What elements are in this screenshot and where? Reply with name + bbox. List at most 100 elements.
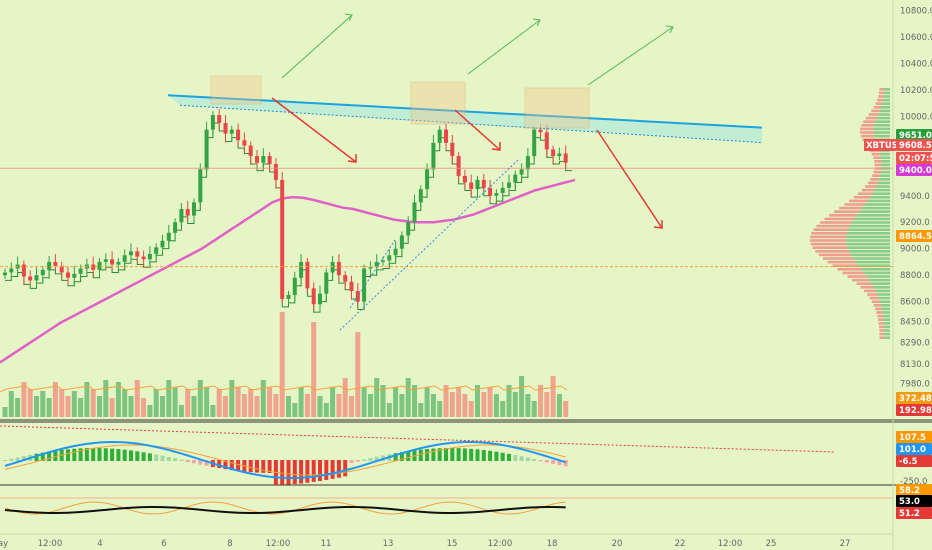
candle-body bbox=[3, 272, 7, 276]
candle-body bbox=[450, 142, 455, 157]
volume-bar bbox=[367, 394, 373, 417]
candle-body bbox=[418, 189, 423, 203]
candle-body bbox=[34, 275, 39, 281]
macd-badge-bg bbox=[896, 431, 932, 443]
volume-bar bbox=[21, 382, 27, 417]
volume-bar bbox=[279, 312, 285, 417]
macd-histogram-bar bbox=[318, 460, 322, 481]
volume-profile-bar bbox=[871, 300, 881, 303]
volume-profile-bar bbox=[884, 329, 890, 332]
oscillator-badge: 53.0 bbox=[899, 497, 920, 507]
time-tick-label: 12:00 bbox=[718, 539, 743, 549]
volume-bar bbox=[103, 380, 109, 417]
volume-profile-bar bbox=[851, 221, 890, 224]
volume-bar bbox=[27, 389, 33, 417]
volume-bar bbox=[512, 392, 518, 417]
price-tick-label: 8800.0 bbox=[900, 271, 930, 281]
price-tick-label: 9400.0 bbox=[900, 192, 930, 202]
volume-bar bbox=[292, 403, 298, 417]
volume-bar bbox=[531, 401, 537, 417]
macd-histogram-bar bbox=[551, 460, 556, 464]
volume-bar bbox=[204, 387, 210, 417]
volume-profile-bar bbox=[873, 127, 890, 131]
volume-profile-bar bbox=[881, 106, 890, 109]
candle-body bbox=[286, 294, 291, 299]
macd-line bbox=[4, 441, 567, 479]
volume-profile-bar bbox=[849, 224, 890, 228]
macd-histogram-bar bbox=[173, 458, 178, 461]
volume-badge: 192.987M bbox=[899, 406, 932, 416]
volume-profile-bar bbox=[829, 214, 857, 217]
candle-body bbox=[519, 169, 524, 175]
macd-tick-label: -250.0 bbox=[900, 477, 927, 487]
macd-histogram-bar bbox=[462, 448, 467, 461]
time-tick-label: ay bbox=[0, 539, 8, 549]
price-tick-label: 8600.0 bbox=[900, 298, 930, 308]
macd-histogram-bar bbox=[500, 452, 505, 461]
macd-signal-line bbox=[4, 444, 566, 476]
volume-bar bbox=[405, 378, 411, 417]
volume-profile-bar bbox=[810, 242, 847, 246]
candle-body bbox=[198, 169, 203, 203]
volume-profile-bar bbox=[881, 163, 890, 167]
macd-histogram-bar bbox=[34, 453, 39, 461]
volume-bar bbox=[2, 407, 8, 417]
volume-profile-bar bbox=[875, 307, 882, 311]
macd-histogram-bar bbox=[305, 460, 310, 483]
volume-profile-bar bbox=[861, 188, 875, 192]
time-tick-label: 15 bbox=[447, 539, 458, 549]
arrow-head bbox=[347, 154, 357, 163]
macd-histogram-bar bbox=[110, 448, 115, 461]
volume-profile-bar bbox=[856, 282, 872, 285]
volume-bar bbox=[538, 385, 543, 417]
volume-profile-bar bbox=[837, 268, 862, 271]
candle-body bbox=[166, 232, 171, 241]
volume-profile-bar bbox=[846, 232, 890, 235]
volume-bar bbox=[115, 382, 121, 417]
macd-histogram-bar bbox=[425, 448, 430, 461]
volume-profile-bar bbox=[861, 124, 875, 127]
projection-arrow-up bbox=[467, 19, 541, 75]
volume-profile-bar bbox=[863, 120, 876, 123]
candle-body bbox=[349, 281, 354, 292]
volume-profile-bar bbox=[868, 113, 879, 116]
volume-bar bbox=[90, 389, 96, 417]
volume-bar bbox=[336, 394, 342, 417]
candle-body bbox=[355, 291, 360, 302]
macd-histogram-bar bbox=[368, 458, 373, 461]
volume-profile-bar bbox=[855, 260, 890, 264]
volume-profile-bar bbox=[879, 88, 885, 91]
candle-body bbox=[374, 261, 379, 268]
volume-bar bbox=[500, 401, 506, 417]
volume-profile-bar bbox=[844, 203, 865, 206]
macd-histogram-bar bbox=[532, 458, 537, 461]
candle-body bbox=[557, 153, 562, 157]
macd-histogram-bar bbox=[72, 448, 77, 461]
candle-body bbox=[47, 261, 52, 270]
volume-bar bbox=[286, 396, 291, 417]
candle-body bbox=[381, 260, 385, 262]
volume-bar bbox=[449, 392, 455, 417]
projection-arrow-up bbox=[281, 14, 353, 79]
volume-average-line bbox=[0, 385, 568, 393]
time-tick-label: 12:00 bbox=[38, 539, 63, 549]
volume-profile-bar bbox=[842, 271, 864, 275]
candle-body bbox=[236, 129, 241, 141]
candle-body bbox=[362, 268, 367, 302]
volume-bar bbox=[191, 396, 197, 417]
volume-profile-bar bbox=[857, 192, 873, 195]
macd-badge: 101.0 bbox=[899, 445, 926, 455]
volume-profile-bar bbox=[813, 228, 848, 231]
volume-bar bbox=[210, 405, 216, 417]
volume-bar bbox=[330, 387, 336, 417]
price-badge: 8864.5 bbox=[899, 232, 932, 242]
volume-profile-bar bbox=[846, 235, 890, 239]
volume-profile-bar bbox=[847, 228, 890, 231]
volume-profile-bar bbox=[847, 246, 890, 249]
candle-body bbox=[437, 129, 442, 143]
volume-profile-bar bbox=[832, 264, 859, 267]
volume-profile-bar bbox=[882, 98, 890, 102]
volume-profile-bar bbox=[878, 296, 890, 300]
volume-bar bbox=[380, 385, 386, 417]
